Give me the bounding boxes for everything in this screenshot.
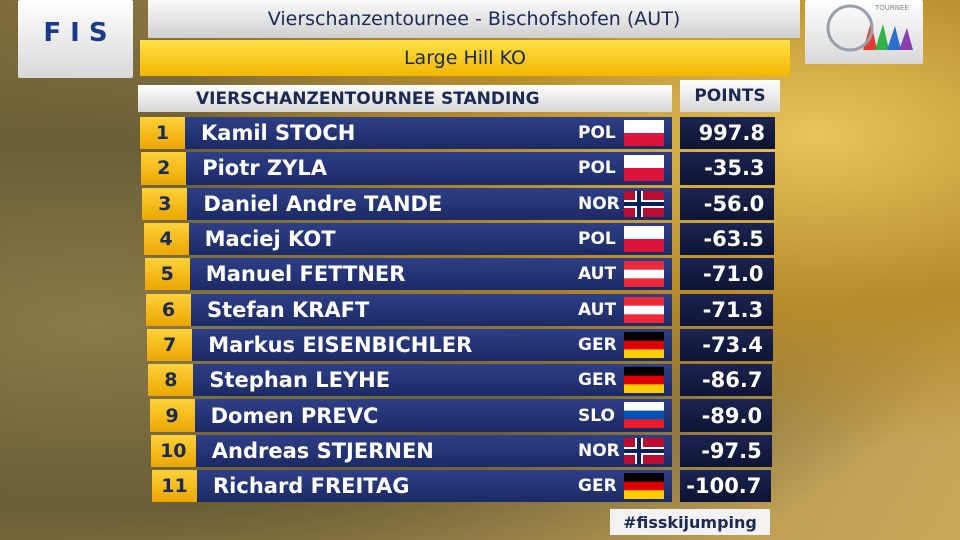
- athlete-name: Domen PREVC: [194, 399, 570, 432]
- flag-part: [624, 402, 664, 412]
- flag: [624, 155, 664, 182]
- athlete-name: Richard FREITAG: [197, 470, 570, 503]
- tournee-logo-text: TOURNEE: [875, 4, 909, 12]
- rank: 9: [149, 399, 195, 432]
- flag-part: [624, 367, 664, 376]
- athlete-name: Manuel FETTNER: [189, 258, 570, 291]
- athlete-name: Andreas STJERNEN: [195, 434, 570, 467]
- points: -71.0: [680, 258, 774, 291]
- points: -71.3: [680, 293, 774, 326]
- flag-part: [624, 120, 664, 134]
- flag: [624, 120, 664, 146]
- flag-part: [624, 331, 664, 341]
- flag-part: [624, 261, 664, 271]
- rank: 4: [143, 222, 189, 256]
- tournee-logo-art: [826, 4, 913, 52]
- flag-part: [624, 225, 664, 240]
- athlete-name: Piotr ZYLA: [186, 152, 570, 185]
- flag-part: [624, 155, 664, 169]
- flag: [624, 331, 664, 358]
- flag-part: [624, 313, 664, 323]
- points: -35.3: [680, 152, 775, 185]
- points: -100.7: [680, 470, 772, 503]
- flag-part: [624, 305, 664, 315]
- flag-part: [624, 375, 664, 385]
- points: -63.5: [680, 222, 774, 256]
- flag-part: [624, 448, 664, 453]
- athlete-name: Maciej KOT: [188, 222, 570, 256]
- points: -73.4: [680, 328, 773, 362]
- athlete-name: Stefan KRAFT: [191, 293, 570, 326]
- flag: [624, 225, 664, 252]
- flag-part: [624, 481, 664, 491]
- rank: 8: [148, 364, 194, 397]
- flag: [624, 473, 664, 499]
- flag-part: [624, 278, 664, 288]
- flag-part: [624, 419, 664, 429]
- points: -56.0: [680, 187, 775, 220]
- athlete-name: Markus EISENBICHLER: [192, 328, 570, 362]
- flag-part: [624, 168, 664, 182]
- points: -89.0: [680, 399, 773, 432]
- points-header: POINTS: [680, 80, 780, 112]
- rank: 2: [141, 152, 187, 185]
- points: 997.8: [680, 117, 775, 150]
- flag: [624, 190, 664, 217]
- flag-part: [624, 201, 664, 206]
- flag-part: [624, 269, 664, 279]
- hashtag: #fisskijumping: [610, 509, 770, 535]
- table-title: VIERSCHANZENTOURNEE STANDING: [138, 85, 672, 112]
- rank: 11: [152, 470, 197, 503]
- rank: 5: [144, 258, 190, 291]
- flag-part: [624, 411, 664, 420]
- flag: [624, 437, 664, 464]
- rank: 10: [150, 434, 196, 467]
- tournee-logo: TOURNEE: [805, 0, 923, 64]
- flag-part: [624, 473, 664, 482]
- points: -97.5: [680, 434, 772, 467]
- athlete-name: Daniel Andre TANDE: [187, 187, 570, 220]
- athlete-name: Kamil STOCH: [185, 117, 570, 150]
- flag: [624, 296, 664, 323]
- event-subtitle: Large Hill KO: [140, 40, 790, 76]
- rank: 1: [140, 117, 185, 150]
- points: -86.7: [680, 364, 773, 397]
- flag: [624, 367, 664, 394]
- flag-part: [624, 384, 664, 394]
- rank: 7: [147, 328, 193, 362]
- flag-part: [624, 490, 664, 499]
- rank: 3: [142, 187, 188, 220]
- fis-logo-text: F I S: [43, 18, 108, 48]
- flag-part: [624, 349, 664, 358]
- athlete-name: Stephan LEYHE: [193, 364, 570, 397]
- flag-part: [624, 133, 664, 146]
- event-title: Vierschanzentournee - Bischofshofen (AUT…: [148, 0, 800, 38]
- flag: [624, 402, 664, 429]
- flag-part: [624, 238, 664, 252]
- rank: 6: [146, 293, 191, 326]
- flag: [624, 261, 664, 288]
- flag-part: [624, 296, 664, 306]
- flag-part: [624, 340, 664, 350]
- fis-logo: F I S: [18, 0, 133, 78]
